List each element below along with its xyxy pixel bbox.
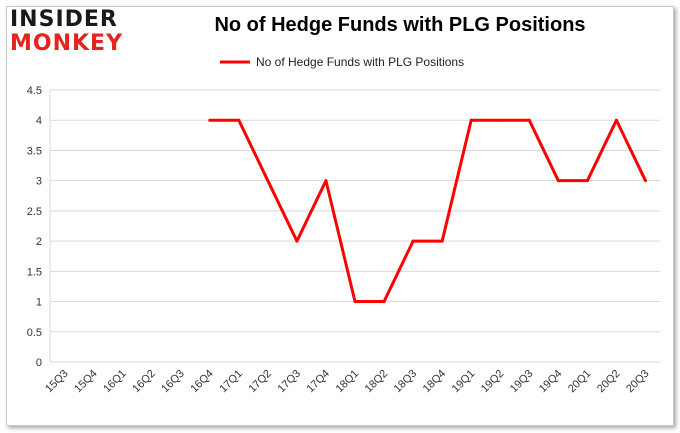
logo-line-1: INSIDER: [10, 7, 118, 32]
legend-label: No of Hedge Funds with PLG Positions: [256, 55, 464, 69]
data-point: [411, 239, 415, 243]
x-tick-label: 18Q1: [334, 368, 362, 396]
y-tick-label: 1: [36, 297, 42, 309]
data-point: [643, 179, 647, 183]
data-point: [614, 118, 618, 122]
data-point: [353, 300, 357, 304]
data-point: [208, 118, 212, 122]
data-point: [295, 239, 299, 243]
y-tick-label: 1.5: [27, 266, 42, 278]
data-point: [266, 179, 270, 183]
x-tick-label: 18Q2: [363, 368, 391, 396]
y-axis-ticks: 0 0.5 1 1.5 2 2.5 3 3.5 4 4.5: [27, 85, 42, 369]
x-tick-label: 17Q2: [246, 368, 274, 396]
series-group: [208, 118, 647, 304]
y-tick-label: 4: [36, 115, 42, 127]
x-tick-label: 16Q4: [188, 368, 216, 396]
y-tick-label: 4.5: [27, 85, 42, 97]
x-axis-ticks: 15Q3 15Q4 16Q1 16Q2 16Q3 16Q4 17Q1 17Q2 17Q3 17Q4…: [43, 368, 651, 396]
data-point: [527, 118, 531, 122]
insider-monkey-logo: INSIDER MONKEY: [10, 8, 126, 56]
data-point: [585, 179, 589, 183]
x-tick-label: 20Q1: [566, 368, 594, 396]
data-point: [469, 118, 473, 122]
x-tick-label: 18Q4: [421, 368, 449, 396]
x-tick-label: 19Q4: [537, 368, 565, 396]
y-tick-label: 2.5: [27, 206, 42, 218]
data-point: [324, 179, 328, 183]
x-tick-label: 16Q1: [101, 368, 129, 396]
x-tick-label: 19Q3: [508, 368, 536, 396]
x-tick-label: 18Q3: [392, 368, 420, 396]
data-point: [237, 118, 241, 122]
x-tick-label: 17Q1: [217, 368, 245, 396]
y-tick-label: 3.5: [27, 145, 42, 157]
legend: No of Hedge Funds with PLG Positions: [220, 55, 464, 69]
data-point: [498, 118, 502, 122]
chart-title: No of Hedge Funds with PLG Positions: [214, 14, 586, 36]
x-tick-label: 19Q1: [450, 368, 478, 396]
series-line-0: [209, 118, 647, 304]
data-point: [382, 300, 386, 304]
y-tick-label: 3: [36, 176, 42, 188]
x-tick-label: 19Q2: [479, 368, 507, 396]
x-tick-label: 15Q3: [43, 368, 71, 396]
x-tick-label: 16Q3: [159, 368, 187, 396]
y-tick-label: 0: [36, 357, 42, 369]
gridlines: [49, 89, 660, 363]
x-tick-label: 17Q4: [305, 368, 333, 396]
x-tick-label: 20Q3: [624, 368, 652, 396]
chart-frame: [6, 6, 674, 426]
x-tick-label: 15Q4: [72, 368, 100, 396]
data-point: [440, 239, 444, 243]
x-tick-label: 17Q3: [276, 368, 304, 396]
x-tick-label: 16Q2: [130, 368, 158, 396]
data-point: [556, 179, 560, 183]
y-tick-label: 0.5: [27, 327, 42, 339]
y-tick-label: 2: [36, 236, 42, 248]
logo-line-2: MONKEY: [10, 31, 124, 56]
x-tick-label: 20Q2: [595, 368, 623, 396]
